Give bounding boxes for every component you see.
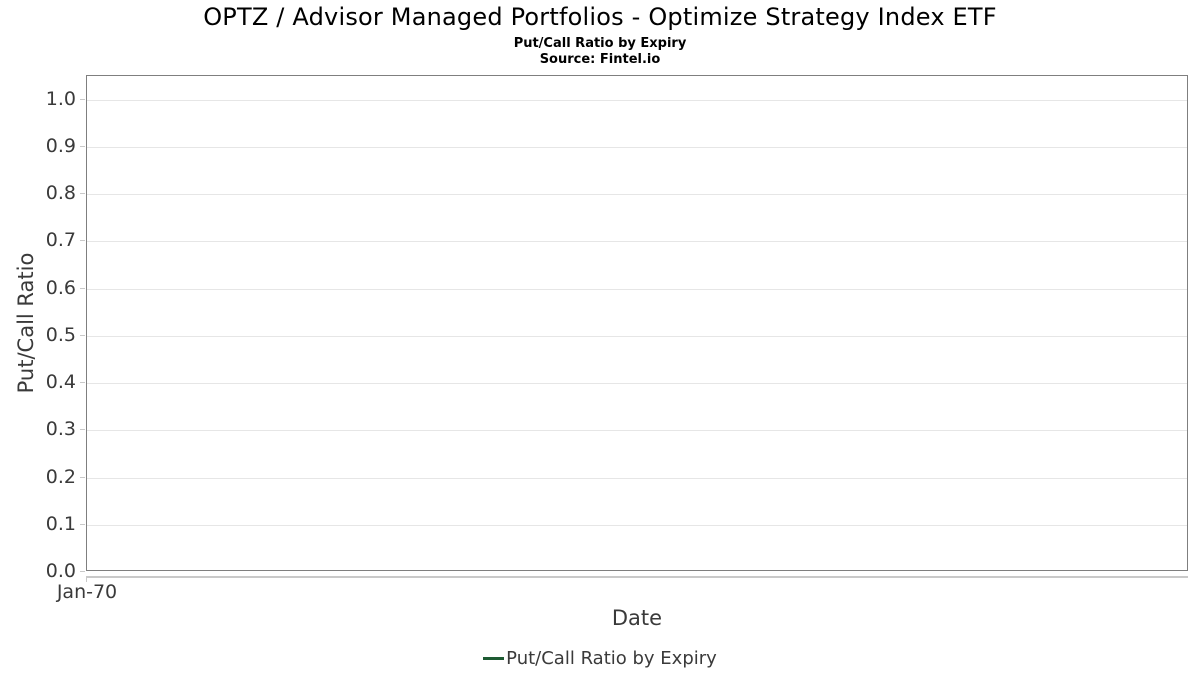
x-axis-title: Date	[611, 606, 663, 630]
y-tick-mark-0.5	[80, 335, 85, 336]
y-tick-label-0.1: 0.1	[45, 513, 76, 535]
y-tick-mark-0.6	[80, 288, 85, 289]
legend: Put/Call Ratio by Expiry	[0, 645, 1200, 671]
gridline-y-0.9	[87, 147, 1187, 148]
gridline-y-0.5	[87, 336, 1187, 337]
y-tick-label-0.9: 0.9	[45, 135, 76, 157]
gridline-y-0.1	[87, 525, 1187, 526]
chart-title: OPTZ / Advisor Managed Portfolios - Opti…	[203, 3, 997, 31]
chart-source-note: Source: Fintel.io	[539, 52, 661, 67]
y-tick-mark-0.4	[80, 382, 85, 383]
y-tick-mark-0.2	[80, 477, 85, 478]
y-tick-mark-0.3	[80, 429, 85, 430]
y-tick-mark-1.0	[80, 99, 85, 100]
gridline-y-0.2	[87, 478, 1187, 479]
x-tick-mark	[86, 578, 87, 582]
y-tick-mark-0.9	[80, 146, 85, 147]
y-tick-label-0.7: 0.7	[45, 229, 76, 251]
gridline-y-0.6	[87, 289, 1187, 290]
legend-item[interactable]: Put/Call Ratio by Expiry	[483, 648, 717, 669]
y-tick-label-0.2: 0.2	[45, 466, 76, 488]
chart-subtitle: Put/Call Ratio by Expiry	[513, 36, 687, 51]
x-axis-line	[86, 576, 1188, 578]
plot-area	[86, 75, 1188, 571]
gridline-y-0.7	[87, 241, 1187, 242]
gridline-y-1.0	[87, 100, 1187, 101]
y-tick-label-0.4: 0.4	[45, 371, 76, 393]
gridline-y-0.4	[87, 383, 1187, 384]
y-tick-mark-0.7	[80, 240, 85, 241]
y-tick-mark-0.1	[80, 524, 85, 525]
y-tick-mark-0.0	[80, 571, 85, 572]
x-tick-label: Jan-70	[56, 581, 118, 603]
y-tick-label-0.0: 0.0	[45, 560, 76, 582]
y-tick-label-0.8: 0.8	[45, 182, 76, 204]
y-tick-label-0.5: 0.5	[45, 324, 76, 346]
legend-line-marker	[483, 656, 505, 660]
legend-label: Put/Call Ratio by Expiry	[506, 647, 717, 669]
gridline-y-0.8	[87, 194, 1187, 195]
y-tick-label-0.3: 0.3	[45, 418, 76, 440]
y-tick-label-1.0: 1.0	[45, 88, 76, 110]
y-tick-label-0.6: 0.6	[45, 277, 76, 299]
gridline-y-0.3	[87, 430, 1187, 431]
y-tick-mark-0.8	[80, 193, 85, 194]
